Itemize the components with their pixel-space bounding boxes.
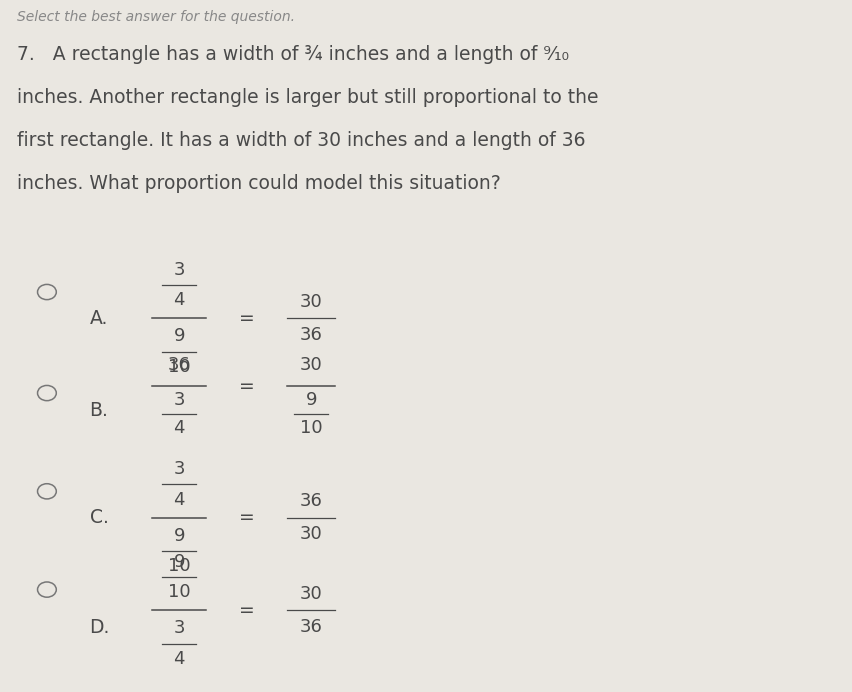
Text: D.: D. <box>89 618 110 637</box>
Text: 4: 4 <box>173 419 185 437</box>
Text: =: = <box>239 508 255 527</box>
Text: first rectangle. It has a width of 30 inches and a length of 36: first rectangle. It has a width of 30 in… <box>17 131 584 149</box>
Text: 3: 3 <box>173 460 185 478</box>
Text: 9: 9 <box>173 553 185 571</box>
Text: C.: C. <box>89 508 108 527</box>
Text: 3: 3 <box>173 619 185 637</box>
Text: 10: 10 <box>168 358 190 376</box>
Text: B.: B. <box>89 401 108 420</box>
Text: 10: 10 <box>300 419 322 437</box>
Text: 30: 30 <box>300 356 322 374</box>
Text: =: = <box>239 376 255 396</box>
Text: 36: 36 <box>300 618 322 636</box>
Text: Select the best answer for the question.: Select the best answer for the question. <box>17 10 295 24</box>
Text: 3: 3 <box>173 391 185 409</box>
Text: 9: 9 <box>173 327 185 345</box>
Text: =: = <box>239 601 255 620</box>
Text: 9: 9 <box>173 527 185 545</box>
Text: 10: 10 <box>168 557 190 575</box>
Text: 30: 30 <box>300 525 322 543</box>
Text: 4: 4 <box>173 491 185 509</box>
Text: inches. Another rectangle is larger but still proportional to the: inches. Another rectangle is larger but … <box>17 88 598 107</box>
Text: 36: 36 <box>300 326 322 344</box>
Text: 3: 3 <box>173 261 185 279</box>
Text: 4: 4 <box>173 650 185 668</box>
Text: 30: 30 <box>300 585 322 603</box>
Text: 9: 9 <box>305 391 317 409</box>
Text: 36: 36 <box>168 356 190 374</box>
Text: 30: 30 <box>300 293 322 311</box>
Text: inches. What proportion could model this situation?: inches. What proportion could model this… <box>17 174 500 192</box>
Text: =: = <box>239 309 255 328</box>
Text: 36: 36 <box>300 492 322 510</box>
Text: A.: A. <box>89 309 108 328</box>
Text: 10: 10 <box>168 583 190 601</box>
Text: 4: 4 <box>173 291 185 309</box>
Text: 7.   A rectangle has a width of ¾ inches and a length of ⁹⁄₁₀: 7. A rectangle has a width of ¾ inches a… <box>17 45 568 64</box>
